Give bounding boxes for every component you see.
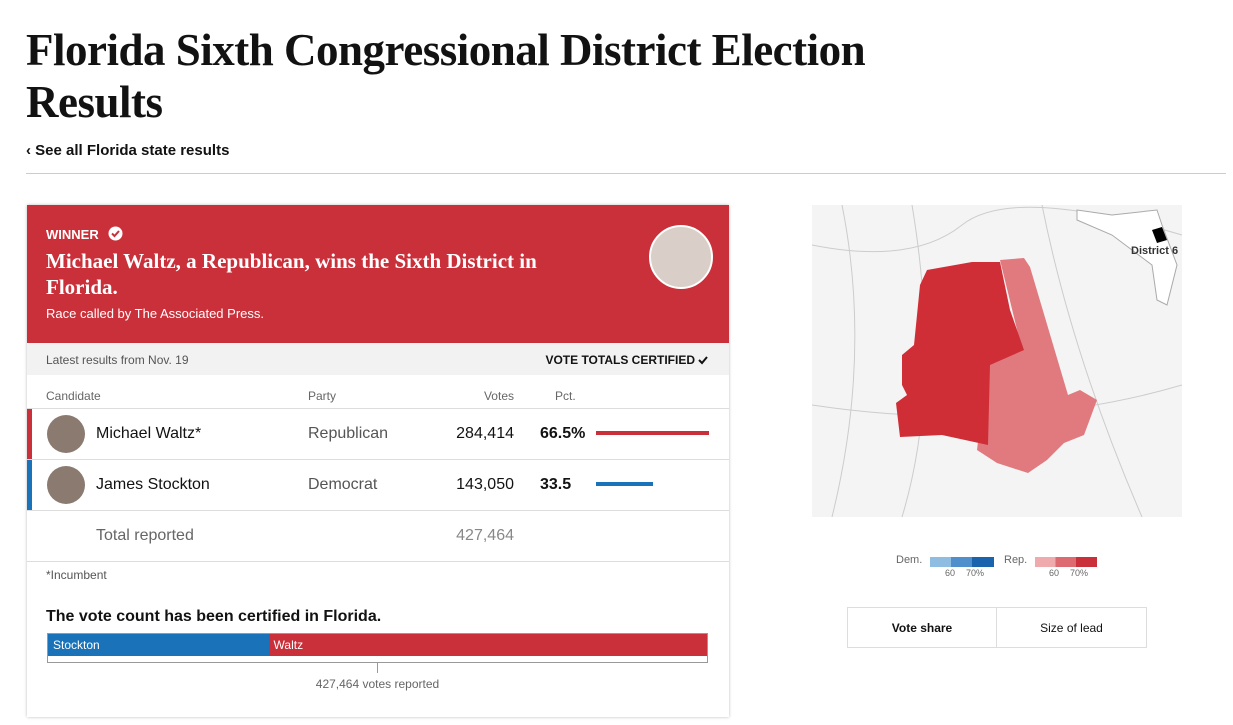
rep-swatch [1035, 557, 1097, 567]
candidate-photo [47, 415, 85, 453]
column-header: Pct. [555, 389, 576, 403]
midline [377, 663, 378, 673]
divider [26, 173, 1226, 174]
column-header: Party [308, 389, 337, 403]
note: *Incumbent [46, 568, 107, 582]
pct: 66.5% [540, 425, 586, 442]
segment-label: Waltz [273, 638, 304, 652]
certified: VOTE TOTALS CERTIFIED [545, 353, 695, 367]
column-header: Candidate [46, 389, 101, 403]
called: Race called by The Associated Press. [46, 306, 264, 321]
pct-bar [596, 482, 653, 486]
legend: Dem. 60 70% Rep. 60 70% [860, 554, 1130, 584]
dem-swatch [930, 557, 994, 567]
rule [27, 408, 729, 409]
pct-bar [596, 431, 710, 435]
winner-banner: WINNER Michael Waltz, a Republican, wins… [27, 205, 729, 343]
status-bar: Latest results from Nov. 19 VOTE TOTALS … [27, 343, 729, 375]
party-stripe [27, 409, 32, 459]
latest: Latest results from Nov. 19 [46, 353, 189, 367]
candidate: James Stockton [96, 476, 210, 493]
summary-bar: Stockton Waltz [47, 633, 708, 663]
headline: Michael Waltz, a Republican, wins the Si… [46, 249, 537, 299]
total-row: Total reported 427,464 [27, 511, 729, 562]
result-row: James Stockton Democrat 143,050 33.5 [27, 460, 729, 511]
total-votes: 427,464 [456, 527, 514, 544]
summary-title: The vote count has been certified in Flo… [46, 608, 382, 625]
pct: 33.5 [540, 476, 572, 493]
legend-rep: Rep. [1004, 554, 1028, 566]
total-label: Total reported [96, 527, 194, 544]
party-stripe [27, 460, 32, 510]
inset-label: District 6 [1131, 245, 1178, 257]
votes: 284,414 [456, 425, 514, 442]
votes: 143,050 [456, 476, 514, 493]
party: Democrat [308, 476, 378, 493]
legend-dem: Dem. [896, 554, 923, 566]
candidate: Michael Waltz* [96, 425, 202, 442]
tab[interactable]: Vote share [847, 607, 997, 648]
reported: 427,464 votes reported [315, 677, 440, 691]
legend-tick: 60 [945, 568, 956, 578]
map: District 6 [812, 205, 1182, 517]
legend-tick: 60 [1049, 568, 1060, 578]
check [698, 356, 708, 365]
column-header: Votes [483, 389, 514, 403]
summary-segment: Stockton [48, 634, 269, 656]
check [108, 226, 123, 241]
winner-badge: WINNER [46, 227, 99, 242]
segment-label: Stockton [53, 638, 100, 652]
state-link[interactable]: ‹ See all Florida state results [26, 142, 230, 159]
party: Republican [308, 425, 389, 442]
title: Florida Sixth Congressional District Ele… [26, 25, 866, 127]
legend-tick: 70% [966, 568, 985, 578]
candidate-photo [47, 466, 85, 504]
legend-tick: 70% [1070, 568, 1089, 578]
winner-photo [649, 225, 713, 289]
tab[interactable]: Size of lead [996, 607, 1147, 648]
summary-segment: Waltz [268, 634, 707, 656]
result-row: Michael Waltz* Republican 284,414 66.5% [27, 409, 729, 460]
